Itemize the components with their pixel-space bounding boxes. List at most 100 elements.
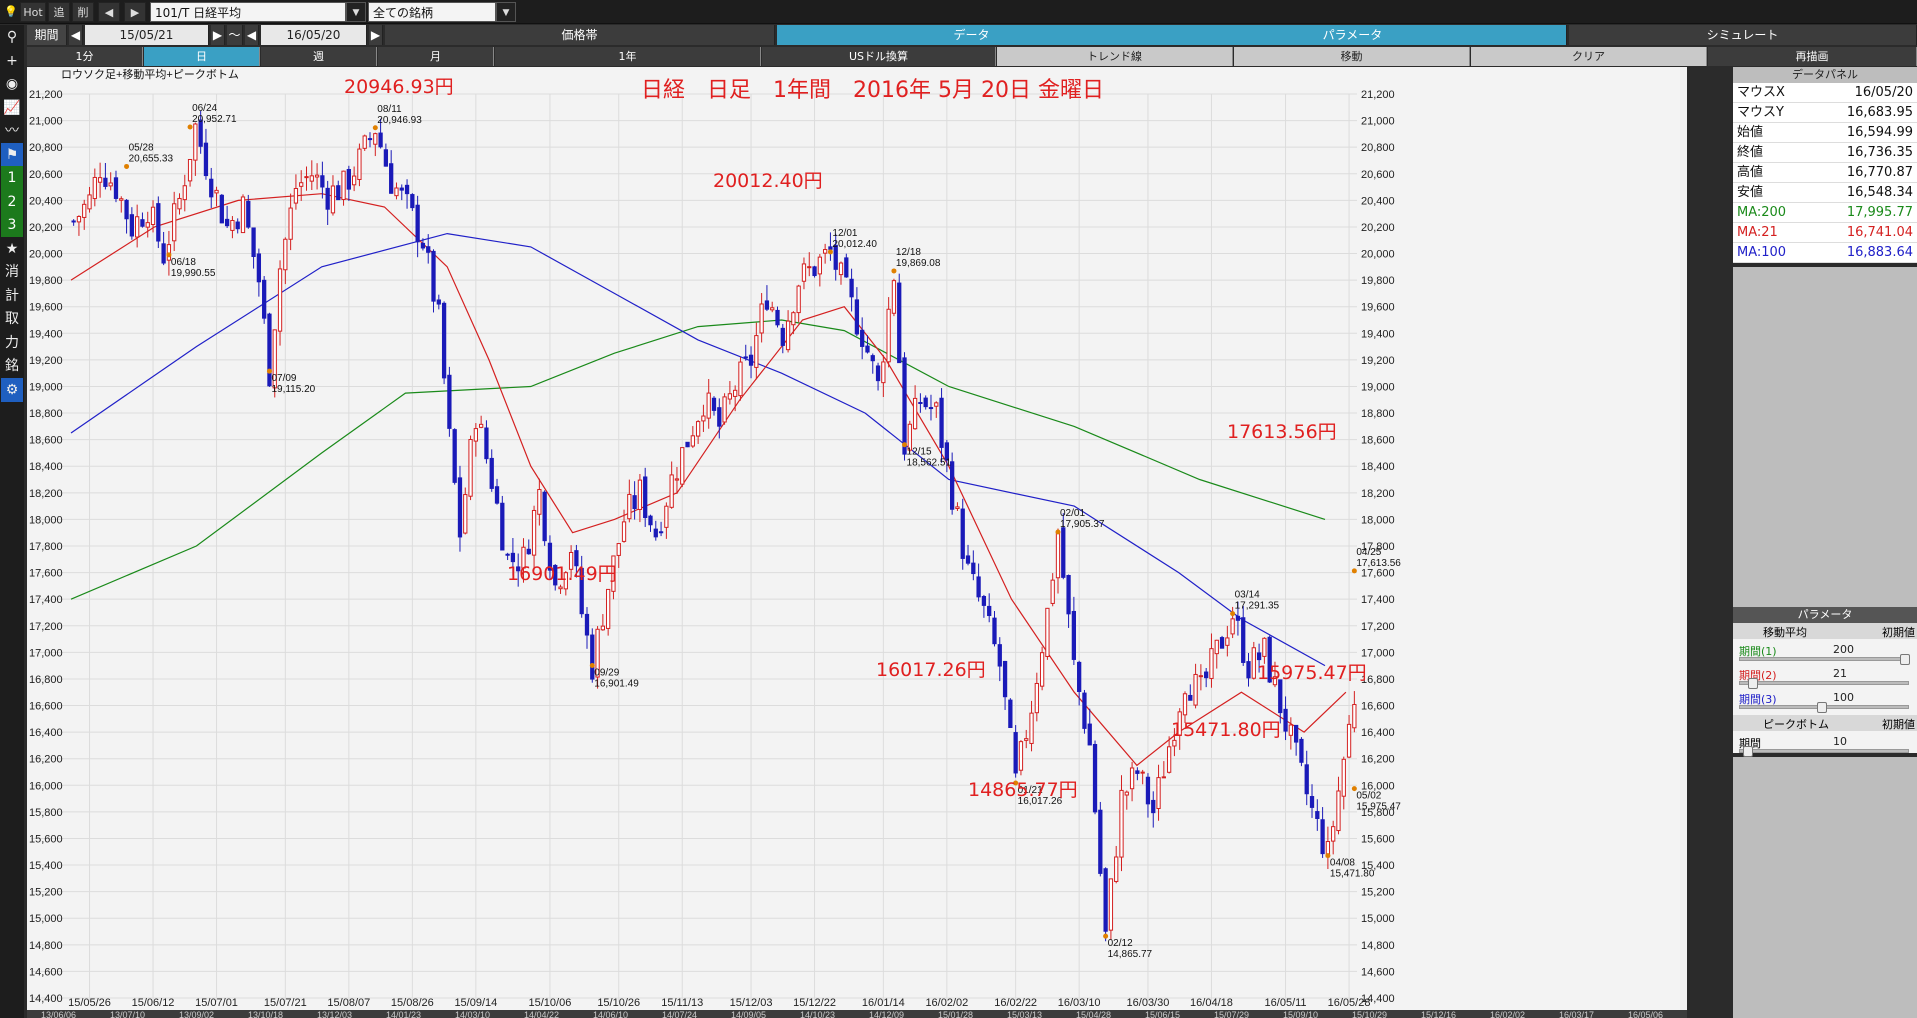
p3-value[interactable]: 100: [1833, 691, 1854, 704]
ma-reset-button[interactable]: 初期値: [1882, 626, 1915, 639]
candle-down: [574, 550, 579, 567]
date2-fwd-icon[interactable]: ▶: [369, 25, 383, 45]
p2-slider-knob[interactable]: [1748, 678, 1758, 689]
calc-icon[interactable]: 計: [5, 287, 19, 304]
candle-down: [516, 566, 521, 572]
universe-field[interactable]: 全ての銘柄: [368, 2, 496, 22]
candle-down: [367, 138, 373, 141]
p1-slider-knob[interactable]: [1900, 654, 1910, 665]
delete-button[interactable]: 削: [72, 2, 94, 22]
candle-up: [838, 262, 844, 276]
tab-data[interactable]: データ: [777, 25, 1167, 45]
candle-up: [277, 268, 283, 332]
bottom-strip-label: 16/02/02: [1490, 1010, 1525, 1018]
universe-dropdown-icon[interactable]: ▼: [496, 2, 516, 22]
candle-down: [209, 178, 214, 198]
candle-up: [595, 628, 600, 678]
pb-slider-knob[interactable]: [1743, 746, 1754, 757]
one-icon[interactable]: 1: [1, 166, 23, 190]
data-row-value: 16,741.04: [1846, 225, 1913, 240]
data-row-key: MA:100: [1737, 245, 1787, 260]
chart-area[interactable]: 21,200 21,200 21,000 21,000 20,800 20,800 20,6…: [27, 67, 1687, 1018]
candle-down: [743, 356, 748, 359]
data-row-value: 16/05/20: [1854, 85, 1913, 100]
p1-value[interactable]: 200: [1833, 643, 1854, 656]
p2-value[interactable]: 21: [1833, 667, 1847, 680]
range-day[interactable]: 日: [144, 47, 260, 66]
bottom-strip-label: 15/03/13: [1007, 1010, 1042, 1018]
power-icon[interactable]: 力: [5, 334, 19, 351]
prev-arrow-icon[interactable]: ◀: [98, 2, 120, 22]
symbol-dropdown-icon[interactable]: ▼: [346, 2, 366, 22]
candle-up: [288, 207, 293, 240]
candle-up: [135, 216, 140, 238]
range-1year[interactable]: 1年: [495, 47, 761, 66]
y-tick-label-left: 18,200: [29, 488, 63, 500]
candle-up: [695, 421, 701, 437]
usd-convert-button[interactable]: USドル換算: [762, 47, 996, 66]
hot-button[interactable]: Hot: [20, 2, 46, 22]
candle-down: [484, 427, 489, 460]
y-tick-label-left: 19,800: [29, 275, 63, 287]
data-row-key: 高値: [1737, 165, 1764, 180]
date-fwd-icon[interactable]: ▶: [211, 25, 225, 45]
range-week[interactable]: 週: [261, 47, 377, 66]
plus-icon[interactable]: +: [6, 52, 18, 69]
p1-slider[interactable]: [1739, 654, 1910, 665]
line-chart-icon[interactable]: 📈: [3, 99, 21, 116]
star-icon[interactable]: ★: [5, 240, 19, 257]
candle-up: [558, 586, 563, 590]
range-month[interactable]: 月: [378, 47, 494, 66]
date-back-icon[interactable]: ◀: [69, 25, 83, 45]
y-tick-label-right: 15,000: [1361, 913, 1395, 925]
tab-simulate[interactable]: シミュレート: [1569, 25, 1917, 45]
y-tick-label-left: 20,600: [29, 169, 63, 181]
date-to-field[interactable]: 16/05/20: [261, 25, 367, 45]
tab-parameter[interactable]: パラメータ: [1139, 25, 1567, 45]
p2-slider[interactable]: [1739, 678, 1909, 689]
trendline-button[interactable]: トレンド線: [997, 47, 1233, 66]
move-button[interactable]: 移動: [1234, 47, 1470, 66]
two-icon[interactable]: 2: [1, 189, 23, 214]
date2-back-icon[interactable]: ◀: [245, 25, 259, 45]
candle-down: [1002, 660, 1008, 698]
y-tick-label-left: 17,000: [29, 647, 63, 659]
candle-up: [1029, 712, 1034, 744]
y-tick-label-left: 15,400: [29, 860, 63, 872]
peak-marker: [1351, 786, 1357, 792]
clear-button[interactable]: クリア: [1471, 47, 1707, 66]
take-icon[interactable]: 取: [5, 311, 19, 327]
range-1min[interactable]: 1分: [27, 47, 143, 66]
date-from-field[interactable]: 15/05/21: [85, 25, 209, 45]
big-peak-label: 16901.49円: [507, 563, 617, 585]
redraw-button[interactable]: 再描画: [1708, 47, 1917, 66]
big-peak-label: 15471.80円: [1171, 719, 1281, 741]
back-button[interactable]: 追: [48, 2, 70, 22]
chart-title: 日経 日足 1年間 2016年 5月 20日 金曜日: [641, 78, 1104, 103]
candlestick-chart[interactable]: 21,200 21,200 21,000 21,000 20,800 20,800 20,6…: [27, 67, 1687, 1018]
bulb-icon[interactable]: 💡: [2, 2, 20, 22]
tab-price-band[interactable]: 価格帯: [385, 25, 775, 45]
candle-down: [156, 203, 161, 242]
pb-reset-button[interactable]: 初期値: [1882, 718, 1915, 731]
p3-slider-knob[interactable]: [1816, 702, 1827, 713]
candle-down: [346, 169, 351, 190]
stock-icon[interactable]: 銘: [5, 358, 19, 374]
candle-up: [240, 196, 246, 234]
symbol-field[interactable]: 101/T 日経平均: [150, 2, 346, 22]
search-icon[interactable]: ⚲: [6, 29, 18, 45]
flag-icon[interactable]: ⚑: [1, 142, 23, 167]
pb-value[interactable]: 10: [1833, 735, 1847, 748]
gear-icon[interactable]: ⚙: [1, 377, 23, 402]
x-tick-label: 15/10/06: [529, 997, 572, 1009]
next-arrow-icon[interactable]: ▶: [124, 2, 146, 22]
p3-slider[interactable]: [1739, 702, 1909, 713]
pb-slider[interactable]: [1739, 746, 1909, 757]
camera-icon[interactable]: ◉: [5, 76, 19, 92]
candle-down: [928, 407, 934, 410]
candle-down: [1283, 708, 1288, 732]
erase-icon[interactable]: 消: [5, 264, 19, 280]
trend-icon[interactable]: 〰: [5, 123, 19, 139]
three-icon[interactable]: 3: [1, 213, 23, 237]
candle-down: [489, 457, 494, 489]
